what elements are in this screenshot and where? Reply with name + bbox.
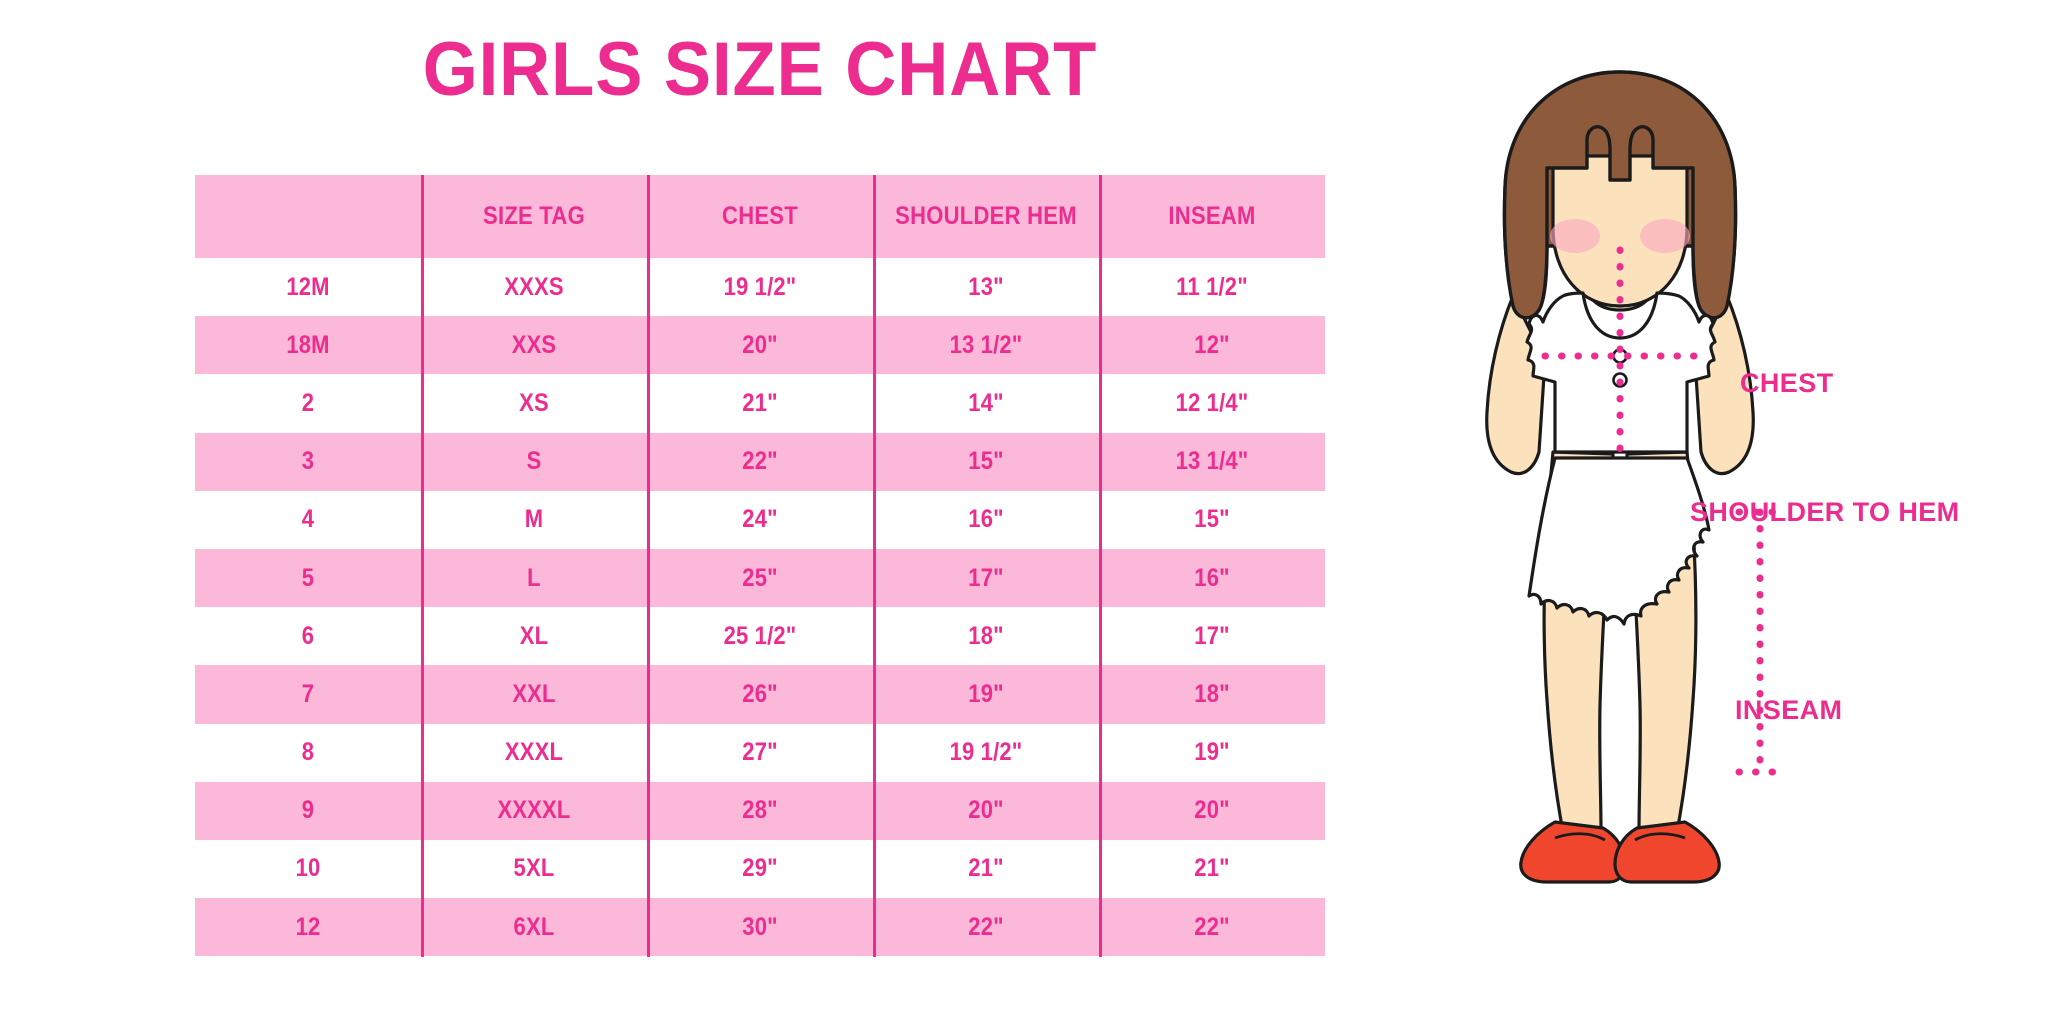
cell-chest: 29": [742, 854, 778, 883]
table-row: 5 L 25" 17" 16": [195, 548, 1325, 608]
cell-chest: 25 1/2": [723, 621, 797, 650]
cell-shoulder-hem: 14": [968, 388, 1004, 417]
cell-chest: 25": [742, 563, 778, 592]
table-body: 12M XXXS 19 1/2" 13" 11 1/2" 18M XXS 20" 13 1/2"…: [195, 258, 1325, 957]
cell-size-tag: XXXL: [504, 738, 564, 767]
cell-size-tag: XXL: [512, 679, 556, 708]
table-row: 9 XXXXL 28" 20" 20": [195, 781, 1325, 840]
table-row: 10 5XL 29" 21" 21": [195, 839, 1325, 899]
cell-chest: 30": [742, 912, 778, 941]
cell-shoulder-hem: 21": [968, 854, 1004, 883]
blush-left: [1550, 219, 1600, 253]
cell-size-tag: XXS: [511, 330, 557, 359]
page-title: GIRLS SIZE CHART: [422, 27, 1098, 112]
cell-inseam: 11 1/2": [1176, 272, 1248, 301]
cell-chest: 22": [742, 447, 778, 476]
skirt-garment-shape: [1527, 456, 1711, 626]
cell-chest: 19 1/2": [723, 272, 797, 301]
hair-bangs-shape: [1502, 70, 1738, 320]
cell-size: 8: [301, 738, 315, 767]
table-row: 18M XXS 20" 13 1/2" 12": [195, 316, 1325, 375]
table-row: 8 XXXL 27" 19 1/2" 19": [195, 723, 1325, 782]
cell-shoulder-hem: 19 1/2": [949, 738, 1023, 767]
cell-chest: 26": [742, 679, 778, 708]
table-row: 4 M 24" 16" 15": [195, 490, 1325, 549]
cell-inseam: 15": [1194, 505, 1230, 534]
cell-shoulder-hem: 18": [968, 621, 1004, 650]
header-cell-size: [209, 175, 408, 258]
face-shape: [1550, 154, 1690, 308]
cell-size: 4: [301, 505, 315, 534]
cell-inseam: 20": [1194, 796, 1230, 825]
cell-size: 7: [301, 679, 315, 708]
cell-size: 18M: [286, 330, 330, 359]
table-row: 3 S 22" 15" 13 1/4": [195, 432, 1325, 491]
cell-inseam: 12 1/4": [1175, 388, 1249, 417]
cell-size-tag: L: [527, 563, 541, 592]
table-header-row: SIZE TAG CHEST SHOULDER HEM INSEAM: [195, 175, 1325, 258]
cell-inseam: 21": [1194, 854, 1230, 883]
header-cell-inseam: INSEAM: [1168, 202, 1256, 230]
annotation-chest: CHEST: [1740, 368, 1834, 398]
cell-size-tag: S: [526, 447, 542, 476]
cell-size-tag: XXXS: [504, 272, 564, 301]
cell-chest: 24": [742, 505, 778, 534]
table-row: 7 XXL 26" 19" 18": [195, 665, 1325, 724]
table-row: 12 6XL 30" 22" 22": [195, 898, 1325, 957]
cell-chest: 20": [742, 330, 778, 359]
cell-size: 12: [295, 912, 321, 941]
cell-shoulder-hem: 13": [968, 272, 1004, 301]
annotation-inseam: INSEAM: [1735, 695, 1843, 725]
cell-inseam: 17": [1194, 621, 1230, 650]
shoes-shape: [1519, 820, 1721, 884]
table-row: 12M XXXS 19 1/2" 13" 11 1/2": [195, 258, 1325, 317]
header-cell-chest: CHEST: [722, 202, 798, 230]
cell-size: 6: [301, 621, 315, 650]
cell-inseam: 19": [1194, 738, 1230, 767]
cell-shoulder-hem: 20": [968, 796, 1004, 825]
cell-size-tag: M: [524, 505, 544, 534]
cell-shoulder-hem: 13 1/2": [949, 330, 1023, 359]
cell-size-tag: 5XL: [513, 854, 555, 883]
cell-shoulder-hem: 16": [968, 505, 1004, 534]
cell-size: 10: [295, 854, 321, 883]
cell-size: 5: [301, 563, 315, 592]
cell-size-tag: XXXXL: [497, 796, 571, 825]
blush-right: [1640, 219, 1690, 253]
button-lower: [1612, 372, 1628, 388]
cell-size: 12M: [286, 272, 330, 301]
size-chart-table: SIZE TAG CHEST SHOULDER HEM INSEAM 12M XX…: [195, 175, 1325, 957]
cell-inseam: 16": [1194, 563, 1230, 592]
table-row: 6 XL 25 1/2" 18" 17": [195, 607, 1325, 666]
cell-size: 3: [301, 447, 315, 476]
cell-chest: 28": [742, 796, 778, 825]
cell-shoulder-hem: 17": [968, 563, 1004, 592]
cell-shoulder-hem: 19": [968, 679, 1004, 708]
cell-shoulder-hem: 15": [968, 447, 1004, 476]
girl-illustration: [1395, 60, 1845, 890]
cell-shoulder-hem: 22": [968, 912, 1004, 941]
cell-inseam: 22": [1194, 912, 1230, 941]
cell-size: 9: [301, 796, 315, 825]
cell-chest: 21": [742, 388, 778, 417]
top-garment-shape: [1525, 291, 1717, 454]
cell-size-tag: XL: [519, 621, 549, 650]
cell-inseam: 13 1/4": [1175, 447, 1249, 476]
annotation-shoulder-to-hem: SHOULDER TO HEM: [1690, 497, 1960, 527]
header-cell-shoulder-hem: SHOULDER HEM: [895, 202, 1077, 230]
cell-chest: 27": [742, 738, 778, 767]
cell-size-tag: XS: [519, 388, 549, 417]
header-cell-size-tag: SIZE TAG: [483, 202, 585, 230]
table-row: 2 XS 21" 14" 12 1/4": [195, 374, 1325, 433]
cell-size-tag: 6XL: [513, 912, 555, 941]
cell-size: 2: [301, 388, 315, 417]
cell-inseam: 12": [1194, 330, 1230, 359]
cell-inseam: 18": [1194, 679, 1230, 708]
